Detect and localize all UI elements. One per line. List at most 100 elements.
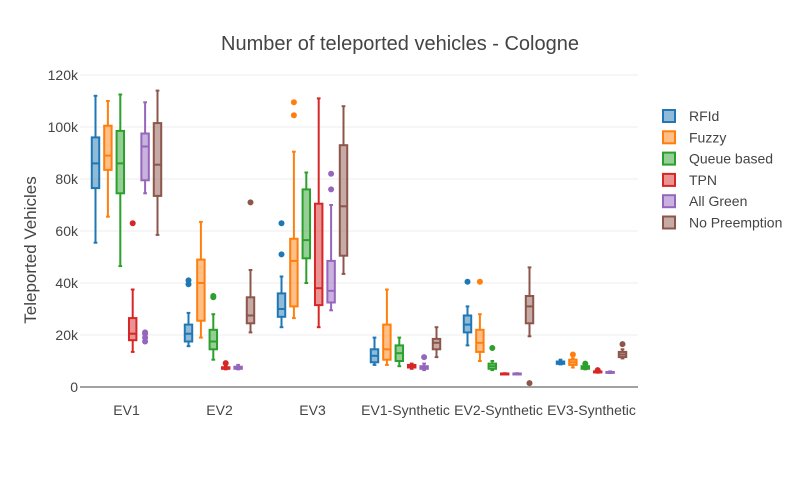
box-fuzzy [382,288,392,366]
legend-item-fuzzy: Fuzzy [662,129,726,145]
outlier-point [278,220,285,227]
x-tick-label: EV1 [113,402,140,418]
box-queue-based [115,93,126,268]
outlier-point [142,329,149,336]
box-fuzzy [568,351,578,369]
box-iqr [140,132,150,182]
box-tpn [592,367,603,374]
box-tpn [127,220,138,353]
x-tick-label: EV3 [299,402,326,418]
box-rfid [369,336,380,366]
box-all-green [605,370,615,374]
outlier-point [526,380,533,387]
box-rfid [183,277,194,348]
box-iqr [127,317,138,342]
outlier-point [129,220,136,227]
legend-item-rfid: RFId [662,108,719,124]
box-no-preemption [524,266,535,387]
box-no-preemption [338,105,349,275]
box-all-green [233,363,243,371]
box-queue-based [208,293,219,361]
y-axis: 0 20k 40k 60k 80k 100k 120k [48,67,79,395]
box-queue-based [580,360,591,371]
y-tick-label: 60k [55,223,79,239]
box-fuzzy [475,278,485,362]
box-iqr [524,295,535,325]
legend-label: RFId [689,108,719,124]
box-tpn [406,362,417,370]
box-fuzzy [103,100,113,218]
box-tpn [220,360,231,371]
legend-item-all-green: All Green [662,193,747,209]
box-fuzzy [289,99,299,320]
outlier-point [290,112,297,119]
outlier-point [421,354,428,361]
legend-label: Queue based [689,151,773,167]
outlier-point [476,278,483,285]
box-iqr [338,144,349,257]
y-tick-label: 0 [70,379,78,395]
x-axis: EV1 EV2 EV3 EV1-Synthetic EV2-Synthetic EV3-S… [113,402,636,418]
x-tick-label: EV2-Synthetic [454,402,543,418]
outlier-point [619,341,626,348]
box-all-green [419,354,429,372]
box-all-green [326,170,336,312]
legend-swatch [662,151,676,166]
legend-swatch [662,172,676,187]
box-no-preemption [431,326,442,359]
box-all-green [512,372,522,376]
legend-item-queue-based: Queue based [662,151,773,167]
outlier-point [489,345,496,351]
legend-swatch [662,194,676,209]
outlier-point [582,360,589,367]
outlier-point [464,278,471,285]
box-iqr [276,292,287,318]
box-iqr [289,237,299,308]
legend-item-no-preemption: No Preemption [662,215,782,231]
outlier-point [278,251,285,258]
x-tick-label: EV2 [206,402,233,418]
outlier-point [328,170,335,177]
box-rfid [462,278,473,347]
box-iqr [301,188,312,260]
box-iqr [382,323,392,361]
y-tick-label: 40k [55,275,79,291]
y-tick-label: 80k [55,171,79,187]
box-iqr [431,337,442,351]
legend-swatch [662,130,676,145]
box-iqr [152,122,163,197]
outlier-point [210,293,217,299]
box-iqr [196,258,206,322]
y-tick-label: 120k [48,67,79,83]
legend-label: TPN [689,172,717,188]
outlier-point [290,99,297,106]
legend-label: Fuzzy [689,129,726,145]
y-tick-label: 20k [55,327,79,343]
box-fuzzy [196,220,206,339]
legend-swatch [662,109,676,123]
box-iqr [313,202,324,307]
chart-title: Number of teleported vehicles - Cologne [221,33,579,55]
box-iqr [208,328,219,351]
y-axis-label: Teleported Vehicles [21,176,40,323]
box-no-preemption [617,341,628,360]
plot-area [90,89,628,387]
box-rfid [276,220,287,329]
box-queue-based [487,345,498,372]
outlier-point [328,186,335,193]
legend-item-tpn: TPN [662,172,717,188]
legend-label: All Green [689,193,747,209]
gridlines [80,74,638,388]
outlier-point [185,277,192,284]
box-iqr [245,296,256,325]
box-queue-based [301,171,312,284]
box-no-preemption [245,199,256,334]
box-iqr [103,124,113,171]
x-tick-label: EV3-Synthetic [547,402,636,418]
box-rfid [90,94,101,244]
box-rfid [555,358,566,366]
box-iqr [326,259,336,304]
outlier-point [594,367,601,374]
legend-swatch [662,215,676,230]
